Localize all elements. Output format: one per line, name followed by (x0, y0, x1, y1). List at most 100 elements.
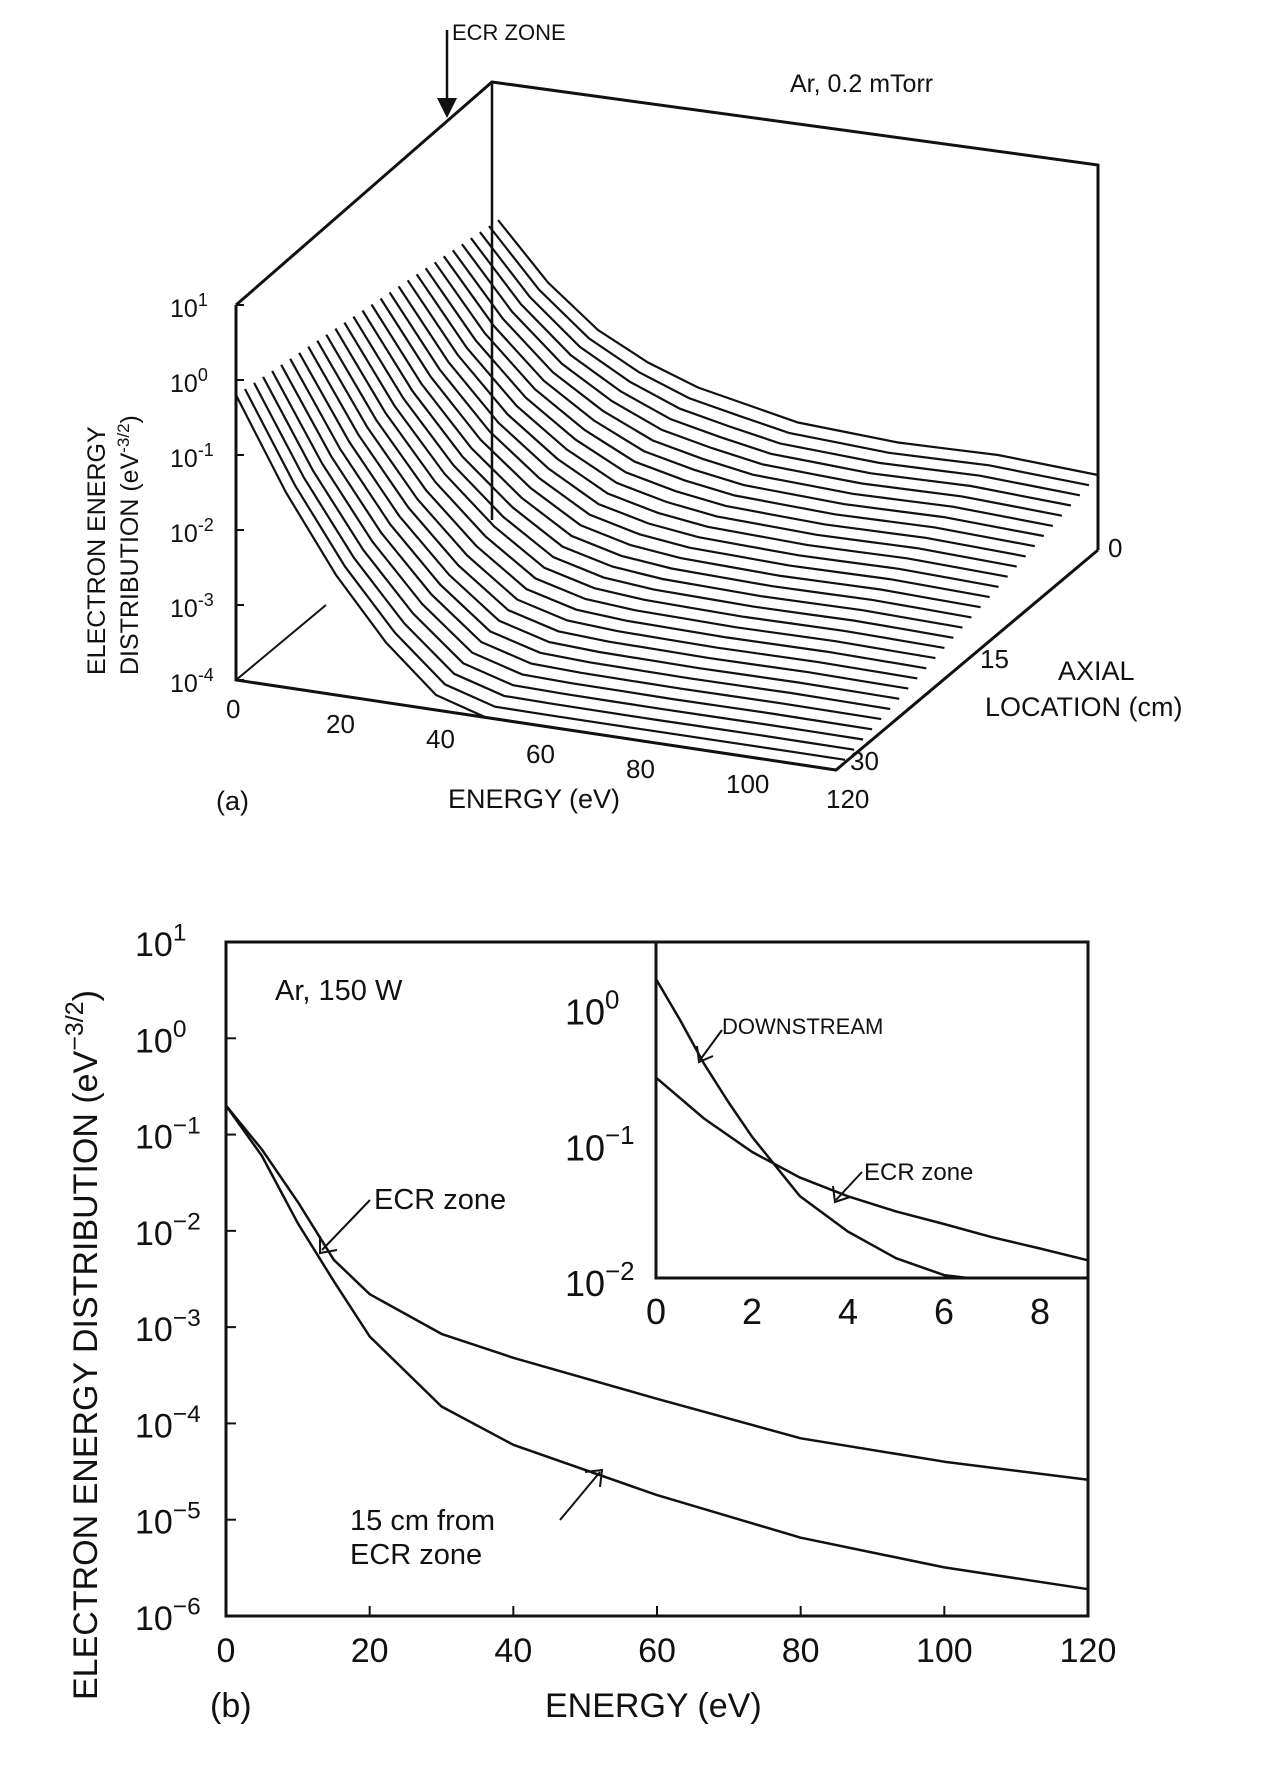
panel-a-trace (415, 273, 1017, 568)
panel-b-x-axis-label: ENERGY (eV) (545, 1687, 762, 1725)
series-label-15cm-line2: ECR zone (350, 1539, 482, 1571)
panel-a-trace (370, 303, 972, 619)
panel-b-y-tick-label: 101 (135, 920, 186, 964)
inset-label-ecr-zone: ECR zone (864, 1159, 973, 1186)
inset-frame (654, 940, 1090, 1280)
ecr-zone-marker-label: ECR ZONE (452, 20, 566, 45)
panel-a-x-tick-label: 20 (326, 709, 355, 739)
panel-a-trace (280, 364, 882, 721)
panel-a-traces (235, 219, 1099, 772)
series-pointer-15cm (559, 1471, 601, 1521)
inset-line-downstream (654, 978, 969, 1280)
panel-a-label: (a) (216, 786, 249, 816)
inset-x-tick-label: 2 (742, 1291, 762, 1332)
panel-a-trace (388, 291, 990, 599)
panel-b-x-tick-label: 60 (638, 1632, 676, 1670)
panel-a-y-tick-label: 10-2 (170, 515, 214, 548)
panel-a-trace (442, 255, 1045, 538)
panel-b-x-tick-label: 100 (916, 1632, 973, 1670)
panel-a-x-tick-label: 100 (726, 769, 769, 799)
panel-a-z-tick-label: 30 (850, 746, 879, 776)
panel-b-x-tick-label: 40 (494, 1632, 532, 1670)
panel-a-y-axis-label-line1: ELECTRON ENERGY (83, 426, 111, 675)
panel-b-x-tick-label: 20 (351, 1632, 389, 1670)
series-line-15cm-from-ecr-zone (224, 1104, 1089, 1591)
panel-b-y-tick-label: 10−2 (135, 1209, 201, 1253)
ecr-zone-marker: ECR ZONE (437, 20, 566, 118)
panel-a-trace (244, 388, 846, 761)
panel-a-trace (235, 394, 837, 772)
panel-a-trace (470, 237, 1072, 507)
panel-a-trace (488, 225, 1090, 487)
panel-a-y-tick-label: 10-4 (170, 665, 214, 698)
panel-a-z-axis-label-line1: AXIAL (1058, 656, 1135, 686)
panel-a-trace (361, 309, 963, 629)
panel-a-trace (307, 346, 909, 690)
panel-b-x-tick-label: 0 (217, 1632, 236, 1670)
inset-x-tick-label: 4 (838, 1291, 858, 1332)
series-pointer-ecr-zone (321, 1199, 371, 1251)
panel-a-trace (316, 340, 918, 680)
panel-a-trace (406, 279, 1008, 578)
panel-a-trace (262, 376, 864, 741)
panel-b-label: (b) (210, 1687, 252, 1725)
panel-a-y-ticks: 101 100 10-1 10-2 10-3 10-4 (170, 290, 244, 698)
panel-a-floor-edge (235, 604, 327, 681)
panel-b-y-tick-label: 10−5 (135, 1497, 201, 1541)
panel-a-y-tick-label: 10-1 (170, 440, 214, 473)
panel-a-z-tick-label: 0 (1108, 533, 1122, 563)
panel-a-back-frame (235, 80, 1100, 550)
panel-a-x-axis-label: ENERGY (eV) (448, 784, 620, 814)
panel-a-z-axis-label-line2: LOCATION (cm) (985, 692, 1183, 722)
panel-a-z-tick-label: 15 (980, 644, 1009, 674)
panel-a-front-frame (234, 305, 1099, 772)
panel-a-y-axis-label-line2: DISTRIBUTION (eV-3/2) (114, 415, 144, 675)
panel-b-y-tick-label: 10−6 (135, 1594, 201, 1638)
panel-a-trace (451, 249, 1054, 527)
panel-b-series (224, 1104, 1089, 1591)
panel-b-y-tick-label: 10−1 (135, 1112, 201, 1156)
panel-a-x-ticks: 0 20 40 60 80 100 120 (226, 694, 869, 814)
panel-a-trace (433, 261, 1036, 548)
series-label-ecr-zone: ECR zone (374, 1184, 506, 1216)
panel-a-x-tick-label: 40 (426, 724, 455, 754)
inset-series (654, 978, 1089, 1280)
panel-a-trace (298, 352, 900, 700)
panel-a-x-tick-label: 60 (526, 739, 555, 769)
panel-a-x-tick-label: 80 (626, 754, 655, 784)
panel-a-trace (479, 231, 1081, 497)
panel-a-x-tick-label: 120 (826, 784, 869, 814)
series-label-15cm-line1: 15 cm from (350, 1505, 495, 1537)
panel-a-trace (497, 219, 1099, 477)
panel-a-trace (253, 382, 855, 751)
panel-b-y-axis-label: ELECTRON ENERGY DISTRIBUTION (eV−3/2) (61, 990, 105, 1700)
panel-a-trace (397, 285, 999, 588)
panel-b-inset: 100 10−1 10−2 0 2 4 6 8 DOWNSTREAM ECR zone (565, 940, 1090, 1332)
inset-y-tick-label: 10−1 (565, 1122, 635, 1168)
panel-a-y-tick-label: 10-3 (170, 590, 214, 623)
panel-a-trace (461, 243, 1063, 517)
inset-x-tick-label: 0 (646, 1291, 666, 1332)
series-line-ecr-zone (225, 1104, 1089, 1482)
panel-a-z-ticks: 0 15 30 (850, 533, 1122, 776)
panel-a-x-tick-label: 0 (226, 694, 240, 724)
panel-a-trace (343, 322, 945, 649)
panel-a-trace (379, 297, 981, 609)
panel-a-trace (325, 334, 927, 670)
inset-x-tick-label: 8 (1030, 1291, 1050, 1332)
panel-b-y-tick-label: 10−4 (135, 1401, 201, 1445)
inset-y-tick-label: 10−2 (565, 1258, 635, 1304)
inset-ticks: 100 10−1 10−2 0 2 4 6 8 (565, 987, 1050, 1332)
panel-a-trace (289, 358, 891, 711)
panel-a-trace (334, 328, 936, 660)
panel-a-annotation: Ar, 0.2 mTorr (790, 70, 933, 98)
inset-line-ecr-zone (655, 1076, 1089, 1262)
panel-a-y-tick-label: 101 (170, 290, 208, 323)
inset-label-downstream: DOWNSTREAM (722, 1014, 883, 1039)
panel-a-trace (424, 267, 1026, 558)
panel-b-x-tick-label: 120 (1060, 1632, 1117, 1670)
panel-a-y-tick-label: 100 (170, 365, 208, 398)
